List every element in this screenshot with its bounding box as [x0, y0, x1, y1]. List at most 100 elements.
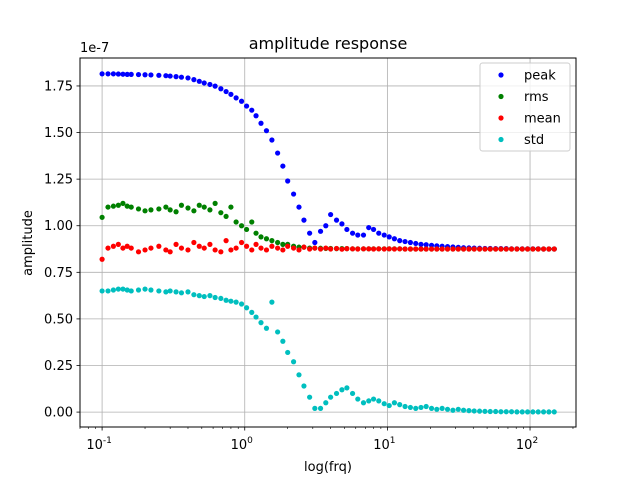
- data-point-mean: [344, 246, 350, 252]
- data-point-rms: [142, 208, 148, 214]
- legend-marker-rms: [498, 93, 504, 100]
- data-point-peak: [201, 80, 207, 86]
- data-point-std: [196, 293, 202, 299]
- data-point-mean: [128, 245, 134, 251]
- data-point-std: [366, 398, 372, 404]
- data-point-mean: [228, 247, 234, 253]
- data-point-std: [540, 409, 547, 415]
- data-point-peak: [233, 95, 239, 101]
- data-point-mean: [173, 241, 179, 247]
- data-point-std: [391, 400, 398, 406]
- data-point-std: [407, 404, 414, 411]
- data-point-mean: [249, 247, 255, 253]
- legend: peak rms mean std: [479, 62, 571, 152]
- data-point-peak: [218, 86, 224, 92]
- data-point-peak: [360, 232, 367, 238]
- data-point-mean: [355, 246, 361, 252]
- data-point-mean: [285, 243, 291, 249]
- data-point-peak: [135, 71, 142, 78]
- data-point-std: [296, 372, 302, 378]
- data-point-mean: [290, 245, 297, 251]
- data-point-mean: [428, 246, 435, 252]
- data-point-std: [218, 295, 224, 302]
- data-point-mean: [482, 246, 488, 252]
- data-point-peak: [228, 91, 234, 97]
- data-point-std: [178, 290, 185, 296]
- data-point-std: [428, 405, 435, 411]
- data-point-mean: [269, 243, 275, 249]
- data-point-std: [328, 394, 334, 400]
- data-point-std: [450, 407, 456, 413]
- data-point-mean: [339, 246, 345, 252]
- data-point-mean: [370, 246, 377, 252]
- data-point-mean: [148, 245, 154, 251]
- data-point-std: [317, 405, 324, 411]
- data-point-rms: [196, 202, 202, 208]
- data-point-rms: [178, 202, 185, 208]
- data-point-rms: [280, 241, 286, 247]
- data-point-std: [105, 288, 111, 294]
- data-point-mean: [191, 239, 197, 246]
- data-point-std: [339, 387, 345, 393]
- data-point-rms: [185, 205, 191, 211]
- data-point-std: [280, 338, 286, 344]
- data-point-std: [503, 409, 509, 415]
- x-tick-label: 100: [231, 436, 254, 453]
- data-point-mean: [503, 246, 509, 252]
- data-point-mean: [196, 243, 202, 249]
- data-point-peak: [381, 232, 387, 238]
- data-point-mean: [253, 241, 259, 247]
- data-point-std: [312, 405, 318, 411]
- data-point-std: [514, 409, 520, 415]
- data-point-rms: [218, 210, 224, 216]
- data-point-peak: [148, 72, 154, 78]
- data-point-mean: [223, 238, 229, 244]
- data-point-rms: [120, 200, 126, 206]
- data-point-std: [185, 289, 191, 295]
- legend-box: [479, 62, 571, 152]
- data-point-std: [269, 299, 275, 305]
- data-point-mean: [397, 246, 403, 252]
- y-axis-label: amplitude: [21, 210, 36, 276]
- data-point-std: [191, 292, 197, 298]
- data-point-peak: [328, 211, 334, 218]
- data-point-std: [344, 385, 350, 391]
- data-point-rms: [201, 204, 207, 210]
- data-point-mean: [185, 247, 191, 253]
- data-point-peak: [167, 73, 173, 79]
- data-point-mean: [201, 245, 207, 251]
- data-point-rms: [135, 206, 142, 212]
- data-point-rms: [156, 206, 162, 212]
- data-point-std: [243, 305, 250, 311]
- data-point-peak: [249, 107, 255, 113]
- data-point-peak: [349, 230, 356, 236]
- data-point-std: [253, 314, 259, 320]
- data-point-mean: [135, 249, 142, 255]
- data-point-mean: [439, 246, 445, 252]
- data-point-peak: [185, 75, 191, 81]
- data-point-mean: [540, 246, 547, 252]
- data-point-rms: [163, 204, 169, 210]
- data-point-mean: [110, 243, 116, 249]
- data-point-std: [285, 349, 291, 356]
- data-point-peak: [124, 71, 130, 77]
- data-point-peak: [312, 239, 318, 246]
- data-point-mean: [487, 246, 493, 252]
- legend-marker-peak: [498, 72, 504, 78]
- data-point-peak: [142, 72, 148, 78]
- data-point-mean: [546, 246, 552, 252]
- chart-title: amplitude response: [249, 34, 408, 53]
- data-point-std: [212, 294, 218, 301]
- axis-ticks: 10-1 100 101 102 0.00 0.25 0.50 0.75 1.00 1.25 1.5…: [44, 79, 574, 453]
- data-point-std: [482, 408, 488, 414]
- data-point-std: [376, 398, 382, 404]
- data-point-mean: [296, 247, 302, 253]
- data-point-std: [135, 287, 142, 293]
- data-point-peak: [212, 83, 218, 89]
- data-point-std: [228, 298, 234, 304]
- data-point-std: [99, 288, 105, 294]
- legend-marker-std: [498, 136, 504, 143]
- data-point-mean: [535, 246, 541, 252]
- data-point-rms: [148, 207, 154, 213]
